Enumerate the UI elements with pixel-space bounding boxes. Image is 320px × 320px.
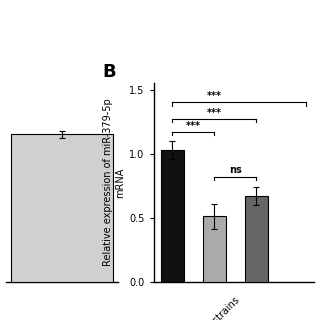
Bar — [161, 150, 184, 282]
Bar — [244, 196, 268, 282]
Y-axis label: Relative expression of miR-379-5p
mRNA: Relative expression of miR-379-5p mRNA — [103, 99, 125, 266]
Bar — [12, 134, 113, 282]
Text: Non-resistant strains: Non-resistant strains — [163, 295, 242, 320]
Text: ***: *** — [207, 91, 222, 101]
Text: B: B — [102, 63, 116, 81]
Legend: GES1, SCG-7901, AGS, HST2: GES1, SCG-7901, AGS, HST2 — [219, 85, 292, 137]
Text: ns: ns — [229, 165, 242, 175]
Bar — [203, 216, 226, 282]
Text: ***: *** — [186, 121, 201, 131]
Text: ***: *** — [207, 108, 222, 118]
